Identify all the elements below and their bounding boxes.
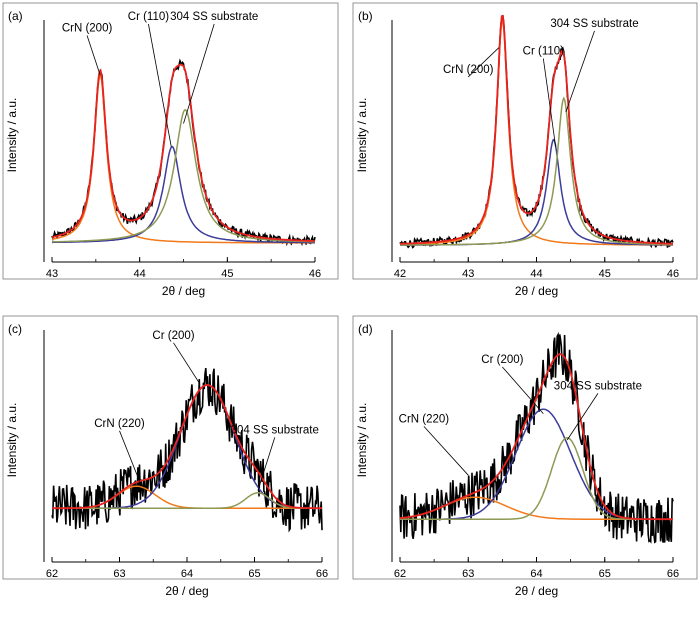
fit-component-line xyxy=(52,492,322,509)
y-axis-label: Intensity / a.u. xyxy=(5,403,19,478)
fit-component-line xyxy=(400,437,673,520)
annotation-pointer xyxy=(257,437,276,491)
fit-component-line xyxy=(400,96,673,246)
panel-frame xyxy=(2,315,339,580)
annotation-pointer xyxy=(183,23,215,124)
annotation-label: 304 SS substrate xyxy=(554,380,642,392)
x-axis-label: 2θ / deg xyxy=(165,584,208,598)
panel-c: 62 63 64 65 66 2θ / deg Intensity / a.u. (c) CrN… xyxy=(2,315,339,598)
panel-a: 43 44 45 46 2θ / deg Intensity / a.u. (a) CrN (… xyxy=(2,2,339,298)
total-fit-line xyxy=(399,353,673,521)
annotation-pointer xyxy=(467,47,500,78)
annotation-label: Cr (110) xyxy=(128,11,169,23)
annotation-pointer xyxy=(566,393,599,441)
annotation-label: CrN (200) xyxy=(443,64,494,76)
x-tick-label: 44 xyxy=(134,268,146,280)
annotation-label: 304 SS substrate xyxy=(231,424,319,436)
annotation-label: CrN (220) xyxy=(399,413,450,425)
y-axis-label: Intensity / a.u. xyxy=(355,98,369,173)
annotation-label: CrN (200) xyxy=(62,23,113,35)
panel-d: 62 63 64 65 66 2θ / deg Intensity / a.u. (d) CrN… xyxy=(352,315,698,598)
x-tick-label: 64 xyxy=(530,568,542,580)
x-tick-label: 63 xyxy=(462,568,474,580)
annotation-pointer xyxy=(173,342,200,384)
x-tick-label: 63 xyxy=(113,568,125,580)
panel-label: (a) xyxy=(8,9,23,23)
annotation-pointer xyxy=(542,58,557,147)
raw-data-line xyxy=(51,58,316,247)
x-tick-label: 44 xyxy=(530,268,542,280)
x-tick-label: 46 xyxy=(309,268,321,280)
annotation-pointer xyxy=(148,23,172,147)
x-tick-label: 65 xyxy=(599,568,611,580)
panel-b: 42 43 44 45 46 2θ / deg Intensity / a.u. (b) CrN… xyxy=(352,2,698,298)
panel-frame xyxy=(2,2,339,280)
raw-data-line xyxy=(51,367,323,533)
annotation-pointer xyxy=(86,35,101,76)
x-axis-label: 2θ / deg xyxy=(515,284,558,298)
panel-label: (c) xyxy=(8,322,22,336)
panel-label: (b) xyxy=(358,9,373,23)
x-tick-label: 62 xyxy=(46,568,58,580)
total-fit-line xyxy=(400,14,673,245)
x-tick-label: 64 xyxy=(181,568,193,580)
annotation-label: 304 SS substrate xyxy=(550,18,638,30)
x-tick-label: 46 xyxy=(667,268,679,280)
x-tick-label: 62 xyxy=(394,568,406,580)
x-tick-label: 42 xyxy=(394,268,406,280)
annotation-pointer xyxy=(565,30,595,113)
x-tick-label: 66 xyxy=(316,568,328,580)
raw-data-line xyxy=(399,331,674,544)
annotation-label: Cr (200) xyxy=(152,330,194,342)
x-tick-label: 45 xyxy=(599,268,611,280)
x-tick-label: 66 xyxy=(667,568,679,580)
y-axis-label: Intensity / a.u. xyxy=(355,403,369,478)
x-tick-label: 65 xyxy=(248,568,260,580)
annotation-pointer xyxy=(423,426,469,476)
x-tick-label: 43 xyxy=(46,268,58,280)
fit-component-line xyxy=(400,138,673,246)
annotation-label: Cr (110) xyxy=(523,46,564,58)
annotation-label: CrN (220) xyxy=(94,418,145,430)
annotation-pointer xyxy=(502,366,544,414)
x-axis-label: 2θ / deg xyxy=(515,584,558,598)
y-axis-label: Intensity / a.u. xyxy=(5,98,19,173)
fit-component-line xyxy=(52,108,315,243)
total-fit-line xyxy=(52,384,322,510)
x-axis-label: 2θ / deg xyxy=(162,284,205,298)
panel-frame xyxy=(352,2,698,280)
panel-label: (d) xyxy=(358,322,373,336)
annotation-pointer xyxy=(119,430,141,482)
x-tick-label: 45 xyxy=(221,268,233,280)
annotation-label: Cr (200) xyxy=(481,354,523,366)
x-tick-label: 43 xyxy=(462,268,474,280)
fit-component-line xyxy=(52,145,315,244)
annotation-label: 304 SS substrate xyxy=(170,11,258,23)
panel-frame xyxy=(352,315,698,580)
total-fit-line xyxy=(51,63,315,242)
